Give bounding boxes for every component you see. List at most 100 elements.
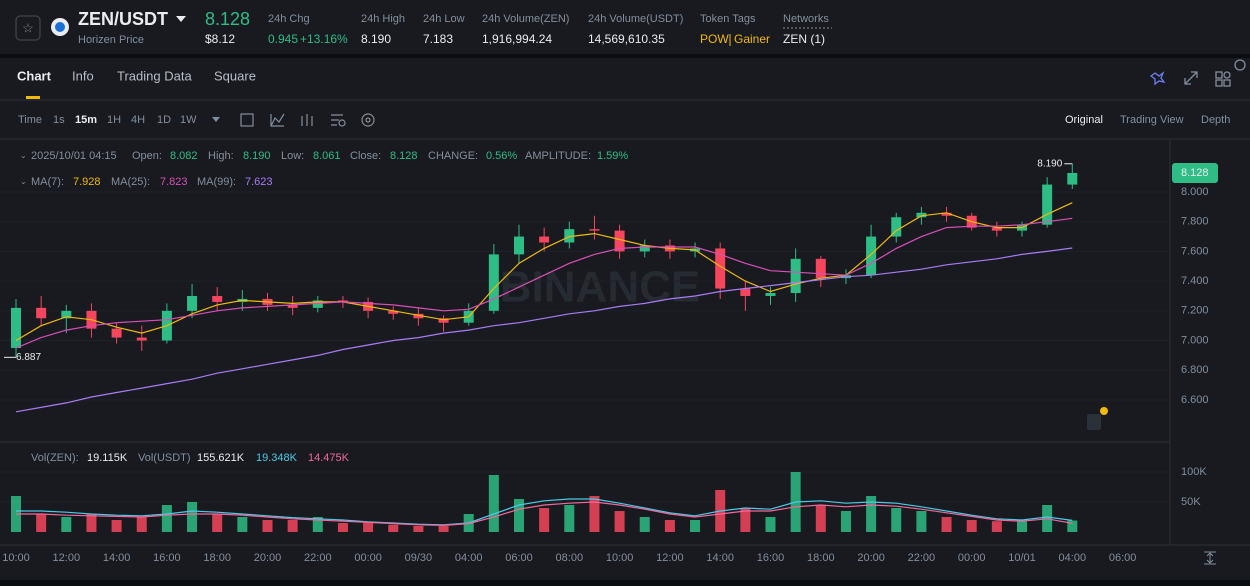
volume-bar <box>840 511 851 532</box>
legend-value: 7.928 <box>73 176 101 188</box>
tool-icon[interactable] <box>365 117 371 123</box>
favorite-button[interactable] <box>15 15 41 41</box>
tab[interactable]: Trading Data <box>117 68 192 83</box>
candle-body <box>891 217 902 237</box>
x-tick-label: 20:00 <box>254 552 282 564</box>
candle-body <box>740 288 751 296</box>
stat-value: 7.183 <box>423 32 453 46</box>
info-label: High: <box>208 150 234 162</box>
candle-body <box>337 300 348 302</box>
interval[interactable]: 1D <box>157 114 171 126</box>
stat-value: 14,569,610.35 <box>588 32 665 46</box>
volume-bar <box>413 526 424 532</box>
legend-value: 7.823 <box>160 176 188 188</box>
ma-line <box>15 217 1073 349</box>
legend-label: Vol(USDT) <box>138 452 191 464</box>
collapse-icon[interactable]: ⌄ <box>20 151 27 160</box>
price-tag-label: 8.128 <box>1181 167 1209 179</box>
view-option[interactable]: Depth <box>1201 114 1230 126</box>
x-tick-label: 22:00 <box>908 552 936 564</box>
interval[interactable]: Time <box>18 114 42 126</box>
tool-icon[interactable] <box>331 114 343 126</box>
volume-bar <box>866 496 877 532</box>
tool-icons <box>240 113 375 127</box>
candle-body <box>866 236 877 276</box>
scale-icon[interactable] <box>1204 551 1216 565</box>
y-tick-label: 8.000 <box>1181 186 1209 198</box>
tab[interactable]: Info <box>72 68 94 83</box>
layout-icon[interactable] <box>1223 71 1231 79</box>
interval[interactable]: 1s <box>53 114 65 126</box>
token-tag[interactable]: Gainer <box>734 32 770 46</box>
x-tick-label: 14:00 <box>706 552 734 564</box>
volume-bar <box>161 505 172 532</box>
volume-bar <box>539 508 550 532</box>
tool-icon[interactable] <box>240 113 254 127</box>
y-tick-label: 100K <box>1181 466 1207 478</box>
candle-body <box>136 337 147 341</box>
info-label: CHANGE: <box>428 150 478 162</box>
x-tick-label: 18:00 <box>203 552 231 564</box>
candle-body <box>488 254 499 311</box>
x-tick-label: 04:00 <box>455 552 483 564</box>
volume-bar <box>941 517 952 532</box>
volume-bar <box>765 517 776 532</box>
volume-bar <box>36 514 47 532</box>
coin-name[interactable]: Horizen Price <box>78 34 144 46</box>
tool-icon[interactable] <box>270 113 285 127</box>
view-option[interactable]: Trading View <box>1120 114 1184 126</box>
interval[interactable]: 15m <box>75 114 97 126</box>
tool-icon[interactable] <box>361 113 375 127</box>
legend-value: 14.475K <box>308 452 350 464</box>
volume-bar <box>639 517 650 532</box>
alert-icon[interactable] <box>1087 414 1101 430</box>
candle-body <box>36 307 47 319</box>
token-tag[interactable]: POW <box>700 32 729 46</box>
info-value: 8.190 <box>243 150 271 162</box>
annotation: 6.887 <box>16 352 41 363</box>
tab[interactable]: Square <box>214 68 256 83</box>
symbol[interactable]: ZEN/USDT <box>78 9 168 29</box>
price-tag <box>1172 162 1218 183</box>
candle-body <box>11 307 21 348</box>
volume-bar <box>312 517 323 532</box>
stat-label: 24h High <box>361 13 405 25</box>
legend-label: MA(25): <box>111 176 150 188</box>
last-price: 8.128 <box>205 9 250 29</box>
expand-icon[interactable] <box>1184 71 1198 85</box>
stat-label: Token Tags <box>700 13 756 25</box>
layout-icon[interactable] <box>1215 71 1223 79</box>
layout-icon[interactable] <box>1215 79 1223 87</box>
candle-body <box>589 229 600 231</box>
info-label: Open: <box>132 150 162 162</box>
candle-body <box>790 258 801 294</box>
legend-label: MA(7): <box>31 176 64 188</box>
volume-bar <box>363 523 374 532</box>
view-option[interactable]: Original <box>1065 114 1103 126</box>
symbol-caret[interactable] <box>176 16 186 22</box>
layout-icon[interactable] <box>1223 79 1231 87</box>
tool-icon[interactable] <box>338 119 346 127</box>
volume-bar <box>916 511 927 532</box>
x-tick-label: 09/30 <box>405 552 433 564</box>
interval[interactable]: 1W <box>180 114 197 126</box>
collapse-icon[interactable]: ⌄ <box>20 177 27 186</box>
networks-value[interactable]: ZEN (1) <box>783 32 825 46</box>
tool-icon[interactable] <box>301 114 313 126</box>
info-value: 8.082 <box>170 150 198 162</box>
volume-bar <box>966 520 977 532</box>
interval-caret[interactable] <box>212 117 220 122</box>
interval[interactable]: 1H <box>107 114 121 126</box>
volume-bar <box>514 499 524 532</box>
interval[interactable]: 4H <box>131 114 145 126</box>
x-tick-label: 00:00 <box>958 552 986 564</box>
candle-body <box>212 295 223 302</box>
candle-body <box>61 310 72 319</box>
ai-icon[interactable] <box>1149 71 1166 86</box>
volume-bar <box>564 505 575 532</box>
volume-bar <box>488 475 499 532</box>
info-value: 8.061 <box>313 150 341 162</box>
tab[interactable]: Chart <box>17 68 52 83</box>
close-icon[interactable] <box>1234 59 1246 71</box>
